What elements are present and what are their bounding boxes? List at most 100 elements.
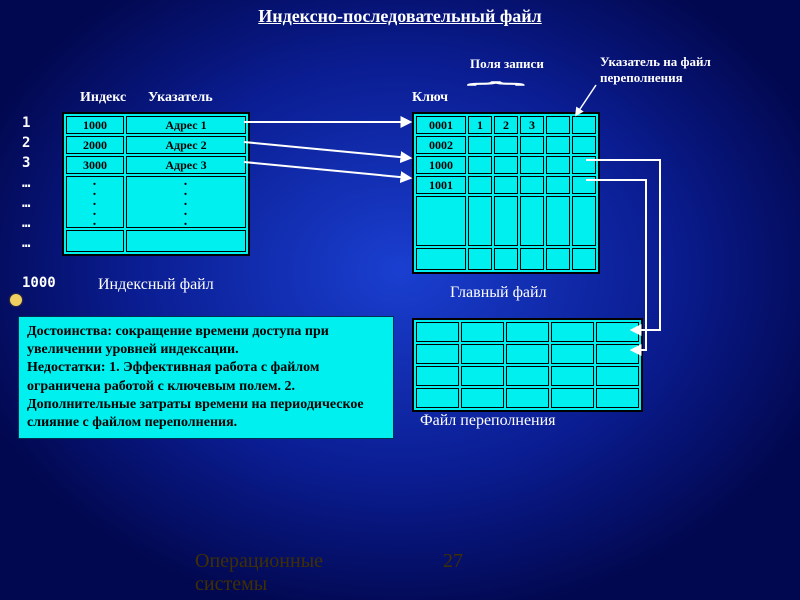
cell <box>572 248 596 270</box>
cell <box>546 136 570 154</box>
cell <box>66 230 124 252</box>
cell <box>546 248 570 270</box>
cell <box>546 116 570 134</box>
cell <box>494 156 518 174</box>
cell <box>494 136 518 154</box>
table-row <box>416 322 639 342</box>
cell <box>126 230 246 252</box>
cell <box>468 136 492 154</box>
label-overflow-ptr: Указатель на файл переполнения <box>600 54 780 85</box>
dots-icon: ..... <box>126 176 246 228</box>
cell <box>461 322 504 342</box>
page-number: 27 <box>443 550 463 573</box>
label-pointer: Указатель <box>148 90 213 106</box>
cell <box>546 156 570 174</box>
cell <box>494 176 518 194</box>
table-row: 1001 <box>416 176 596 194</box>
brace-icon: ⏞ <box>468 83 525 104</box>
cell <box>520 196 544 246</box>
cell <box>572 156 596 174</box>
cell: 1 <box>468 116 492 134</box>
cell <box>572 116 596 134</box>
table-row <box>416 388 639 408</box>
cell <box>551 366 594 386</box>
table-row <box>416 196 596 246</box>
pros-text: Достоинства: сокращение времени доступа … <box>27 324 329 357</box>
table-row: 0001 1 2 3 <box>416 116 596 134</box>
cell <box>520 136 544 154</box>
cell <box>468 156 492 174</box>
cell <box>596 388 639 408</box>
index-table: 1000Адрес 1 2000Адрес 2 3000Адрес 3 ....… <box>62 112 250 256</box>
caption-main-file: Главный файл <box>450 284 547 302</box>
cell <box>506 388 549 408</box>
table-row <box>416 248 596 270</box>
cell <box>461 388 504 408</box>
cell <box>416 322 459 342</box>
cell <box>416 344 459 364</box>
table-row <box>66 230 246 252</box>
table-row <box>416 366 639 386</box>
cell <box>520 248 544 270</box>
cell <box>551 322 594 342</box>
cell <box>506 322 549 342</box>
cell <box>520 176 544 194</box>
cell: Адрес 2 <box>126 136 246 154</box>
row-numbers: 1 2 3 … … … … 1000 <box>22 113 56 293</box>
cell <box>551 344 594 364</box>
cell <box>546 176 570 194</box>
cell <box>416 196 466 246</box>
slide-title: Индексно-последовательный файл <box>0 6 800 27</box>
cell: 3 <box>520 116 544 134</box>
table-row: 2000Адрес 2 <box>66 136 246 154</box>
label-fields: Поля записи <box>470 56 544 72</box>
cell <box>506 344 549 364</box>
cell <box>506 366 549 386</box>
cell: 1001 <box>416 176 466 194</box>
cell <box>461 366 504 386</box>
cell <box>551 388 594 408</box>
cell: 1000 <box>66 116 124 134</box>
cell <box>596 344 639 364</box>
cell: 0002 <box>416 136 466 154</box>
cell <box>468 176 492 194</box>
caption-overflow-file: Файл переполнения <box>420 412 556 430</box>
main-table: 0001 1 2 3 0002 1000 1001 <box>412 112 600 274</box>
cell: 1000 <box>416 156 466 174</box>
footer-text: Операционные системы <box>195 550 323 596</box>
cell: 2 <box>494 116 518 134</box>
cell <box>494 248 518 270</box>
table-row: .......... <box>66 176 246 228</box>
overflow-table <box>412 318 643 412</box>
cell <box>546 196 570 246</box>
cell <box>416 248 466 270</box>
cell <box>596 366 639 386</box>
cell: Адрес 1 <box>126 116 246 134</box>
cell <box>468 248 492 270</box>
dots-icon: ..... <box>66 176 124 228</box>
cell: 3000 <box>66 156 124 174</box>
slide-bullet <box>10 294 22 306</box>
cell <box>572 196 596 246</box>
cell <box>468 196 492 246</box>
caption-index-file: Индексный файл <box>98 276 214 294</box>
pros-cons-box: Достоинства: сокращение времени доступа … <box>18 316 394 439</box>
cell: 2000 <box>66 136 124 154</box>
table-row: 1000 <box>416 156 596 174</box>
table-row: 3000Адрес 3 <box>66 156 246 174</box>
table-row <box>416 344 639 364</box>
cell <box>416 388 459 408</box>
cell <box>494 196 518 246</box>
cell <box>520 156 544 174</box>
cell <box>461 344 504 364</box>
table-row: 0002 <box>416 136 596 154</box>
table-row: 1000Адрес 1 <box>66 116 246 134</box>
cell: Адрес 3 <box>126 156 246 174</box>
label-index: Индекс <box>80 90 126 106</box>
cell <box>416 366 459 386</box>
label-key: Ключ <box>412 90 448 106</box>
cell <box>572 176 596 194</box>
cell <box>596 322 639 342</box>
cell <box>572 136 596 154</box>
cell: 0001 <box>416 116 466 134</box>
